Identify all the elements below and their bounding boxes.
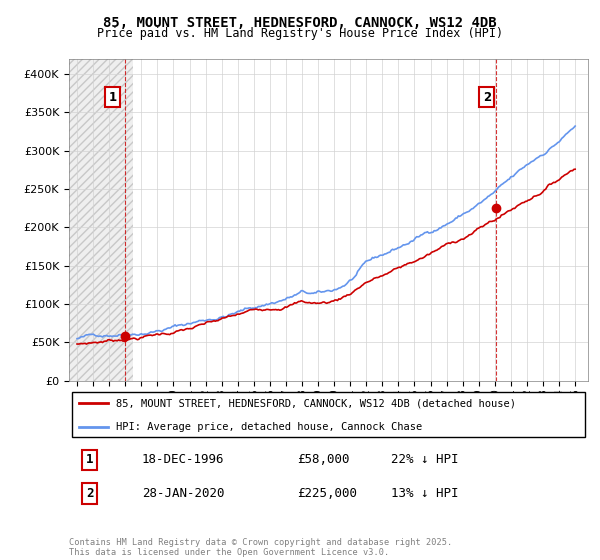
Text: 1: 1 xyxy=(109,91,116,104)
Text: 2: 2 xyxy=(86,487,94,500)
Text: HPI: Average price, detached house, Cannock Chase: HPI: Average price, detached house, Cann… xyxy=(116,422,422,432)
Bar xyxy=(69,59,133,381)
Text: 13% ↓ HPI: 13% ↓ HPI xyxy=(391,487,458,500)
Text: £58,000: £58,000 xyxy=(298,454,350,466)
Text: 85, MOUNT STREET, HEDNESFORD, CANNOCK, WS12 4DB (detached house): 85, MOUNT STREET, HEDNESFORD, CANNOCK, W… xyxy=(116,398,516,408)
Text: 1: 1 xyxy=(86,454,94,466)
Text: Price paid vs. HM Land Registry's House Price Index (HPI): Price paid vs. HM Land Registry's House … xyxy=(97,27,503,40)
Text: Contains HM Land Registry data © Crown copyright and database right 2025.
This d: Contains HM Land Registry data © Crown c… xyxy=(69,538,452,557)
Text: 18-DEC-1996: 18-DEC-1996 xyxy=(142,454,224,466)
Text: 85, MOUNT STREET, HEDNESFORD, CANNOCK, WS12 4DB: 85, MOUNT STREET, HEDNESFORD, CANNOCK, W… xyxy=(103,16,497,30)
Text: 22% ↓ HPI: 22% ↓ HPI xyxy=(391,454,458,466)
Text: £225,000: £225,000 xyxy=(298,487,358,500)
FancyBboxPatch shape xyxy=(71,392,586,437)
Text: 28-JAN-2020: 28-JAN-2020 xyxy=(142,487,224,500)
Text: 2: 2 xyxy=(483,91,491,104)
